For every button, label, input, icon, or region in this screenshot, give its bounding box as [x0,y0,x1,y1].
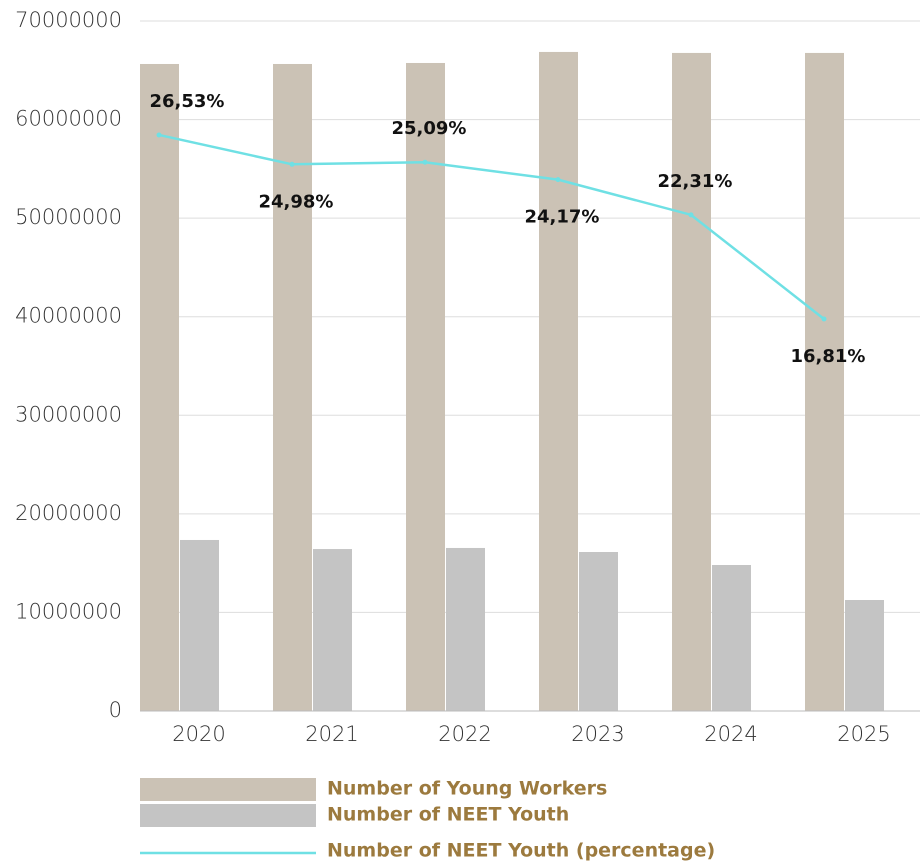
point [289,161,295,167]
data-label: 24,98% [259,191,334,212]
bar [539,51,578,712]
bar [140,63,179,711]
bar [672,52,711,712]
y-tick-label: 30000000 [15,402,122,426]
legend-swatch [140,778,316,801]
data-label: 25,09% [392,118,467,139]
data-label: 16,81% [791,346,866,367]
point [156,132,162,138]
x-tick-label: 2022 [438,722,491,746]
bar [712,565,751,711]
x-tick-label: 2020 [172,722,225,746]
legend-label: Number of NEET Youth [327,804,569,826]
y-tick-label: 10000000 [15,599,122,623]
bar [845,600,884,711]
point [555,177,561,183]
legend-swatch [140,804,316,827]
x-tick-label: 2023 [571,722,624,746]
line [158,133,825,320]
y-tick-label: 60000000 [15,107,122,131]
x-tick-label: 2024 [704,722,757,746]
bar [406,62,445,711]
data-label: 22,31% [658,171,733,192]
bar [313,549,352,711]
legend-label: Number of NEET Youth (percentage) [327,840,715,862]
x-tick-label: 2021 [305,722,358,746]
y-tick-label: 70000000 [15,8,122,32]
point [821,316,827,322]
data-label: 24,17% [525,207,600,228]
bar [805,52,844,712]
point [422,159,428,165]
y-tick-label: 50000000 [15,205,122,229]
bar [273,63,312,711]
legend-label: Number of Young Workers [327,778,607,800]
y-tick-label: 20000000 [15,501,122,525]
bar [446,547,485,711]
data-label: 26,53% [150,91,225,112]
point [688,212,694,218]
bar [180,539,219,711]
y-tick-label: 40000000 [15,304,122,328]
y-tick-label: 0 [109,698,122,722]
x-tick-label: 2025 [837,722,890,746]
bar [579,552,618,711]
